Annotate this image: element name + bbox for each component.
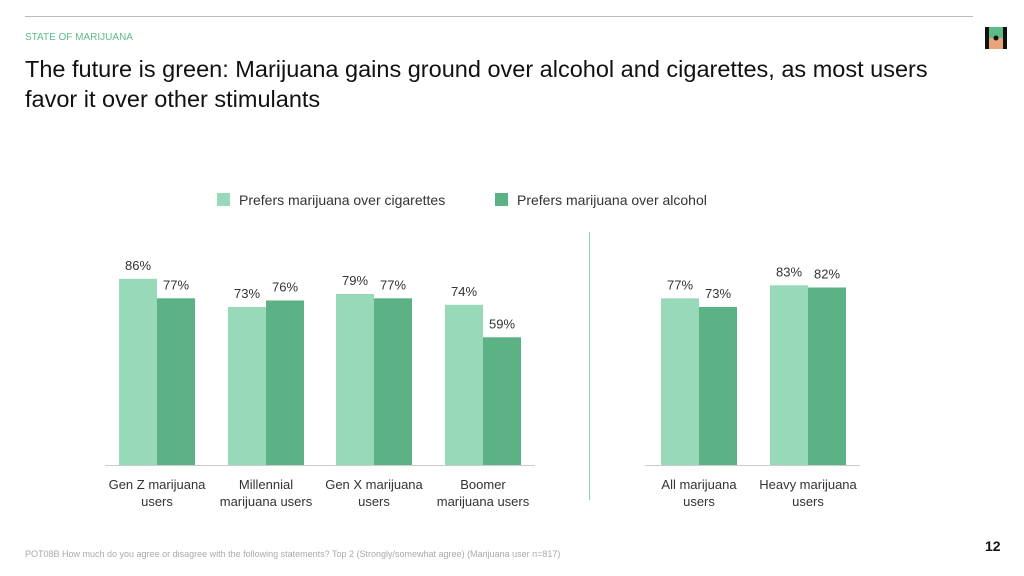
category-label: Gen X marijuana (325, 477, 423, 492)
data-label: 79% (342, 273, 368, 288)
page-number: 12 (985, 538, 1001, 554)
page-title: The future is green: Marijuana gains gro… (25, 56, 928, 112)
category-label: Boomer (460, 477, 506, 492)
data-label: 76% (272, 279, 298, 294)
data-label: 77% (667, 277, 693, 292)
top-rule (25, 16, 973, 17)
brand-logo-icon (985, 27, 1007, 49)
legend-label: Prefers marijuana over cigarettes (239, 192, 445, 208)
bar (119, 278, 157, 465)
bar (483, 337, 521, 465)
data-label: 59% (489, 316, 515, 331)
bar (336, 293, 374, 465)
category-label: marijuana users (220, 494, 313, 509)
data-label: 86% (125, 258, 151, 273)
legend-label: Prefers marijuana over alcohol (517, 192, 707, 208)
category-label: users (792, 494, 824, 509)
category-label: users (141, 494, 173, 509)
data-label: 74% (451, 284, 477, 299)
bar (266, 300, 304, 465)
data-label: 73% (705, 286, 731, 301)
data-label: 77% (380, 277, 406, 292)
category-label: Heavy marijuana (759, 477, 857, 492)
bar (770, 285, 808, 465)
category-label: users (683, 494, 715, 509)
bar (157, 298, 195, 465)
bar (808, 287, 846, 465)
category-label: marijuana users (437, 494, 530, 509)
category-label: Millennial (239, 477, 293, 492)
footnote: POT08B How much do you agree or disagree… (25, 549, 561, 559)
bar (228, 306, 266, 465)
data-label: 77% (163, 277, 189, 292)
data-label: 83% (776, 264, 802, 279)
data-label: 82% (814, 266, 840, 281)
category-label: users (358, 494, 390, 509)
category-label: All marijuana (661, 477, 737, 492)
bar (445, 304, 483, 465)
legend-swatch (217, 193, 230, 206)
bar (699, 306, 737, 465)
bar (374, 298, 412, 465)
legend-swatch (495, 193, 508, 206)
bar (661, 298, 699, 465)
data-label: 73% (234, 286, 260, 301)
section-label: STATE OF MARIJUANA (25, 32, 133, 43)
category-label: Gen Z marijuana (109, 477, 207, 492)
